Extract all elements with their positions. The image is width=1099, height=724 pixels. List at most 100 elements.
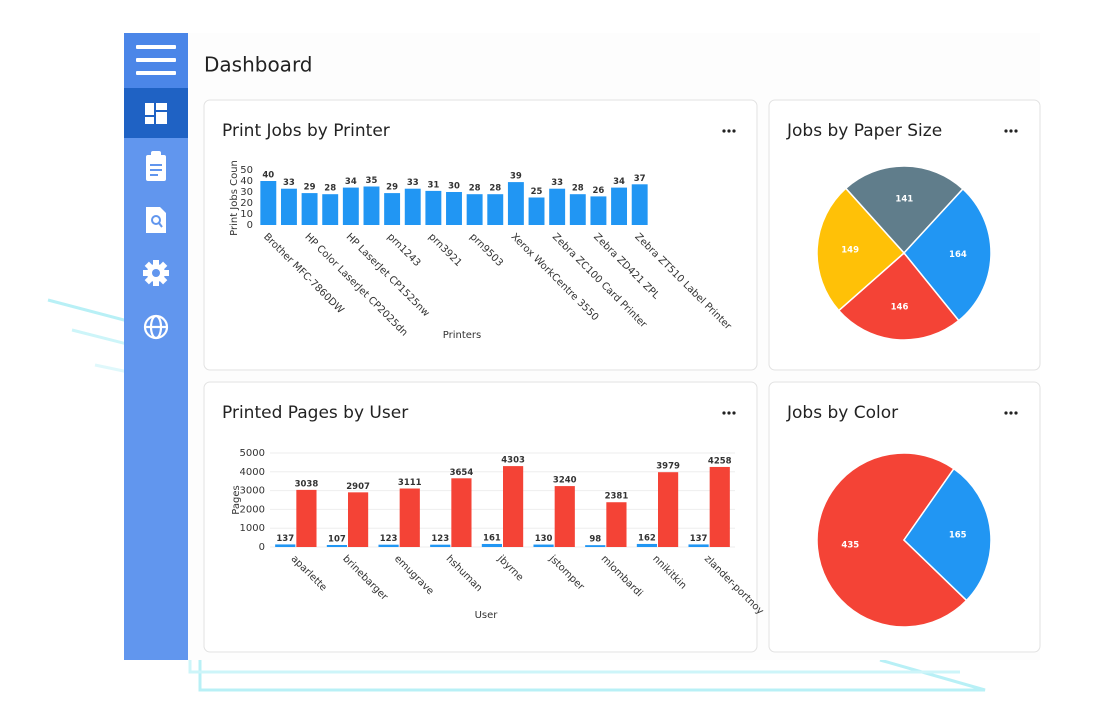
bar xyxy=(363,186,380,225)
value-label: 31 xyxy=(427,180,439,190)
value-label: 28 xyxy=(489,184,501,194)
value-label: 98 xyxy=(589,535,601,545)
menu-dot[interactable] xyxy=(1009,411,1013,415)
pie-slice xyxy=(816,452,968,628)
bar xyxy=(549,188,566,225)
bar xyxy=(611,187,628,225)
bar xyxy=(688,544,709,547)
card-title: Print Jobs by Printer xyxy=(222,121,390,141)
nav-dashboard[interactable] xyxy=(145,103,167,124)
nav-reports[interactable] xyxy=(146,151,166,181)
bar xyxy=(384,193,401,225)
nav-search[interactable] xyxy=(146,207,166,233)
bar xyxy=(631,184,648,225)
value-label: 37 xyxy=(634,174,646,184)
value-label: 34 xyxy=(613,177,625,187)
menu-dot[interactable] xyxy=(1004,129,1008,133)
bar xyxy=(487,194,504,225)
bar xyxy=(507,182,524,225)
value-label: 28 xyxy=(469,184,481,194)
bar xyxy=(348,492,369,547)
bar xyxy=(430,544,451,547)
bar xyxy=(533,544,554,547)
card-title: Printed Pages by User xyxy=(222,403,408,423)
card-title: Jobs by Paper Size xyxy=(786,121,942,141)
menu-dot[interactable] xyxy=(727,129,731,133)
bar xyxy=(296,489,317,547)
value-label: 4258 xyxy=(708,456,732,466)
value-label: 164 xyxy=(949,250,967,260)
bar xyxy=(554,486,575,547)
value-label: 26 xyxy=(592,186,604,196)
menu-dot[interactable] xyxy=(722,411,726,415)
value-label: 3979 xyxy=(656,462,680,472)
menu-dot[interactable] xyxy=(1014,129,1018,133)
page-title: Dashboard xyxy=(204,53,313,77)
value-label: 29 xyxy=(386,183,398,193)
y-tick-label: 30 xyxy=(240,187,253,198)
value-label: 165 xyxy=(949,530,967,540)
hamburger[interactable] xyxy=(136,45,176,75)
menu-dot[interactable] xyxy=(732,411,736,415)
y-tick-label: 10 xyxy=(240,209,253,220)
bar xyxy=(481,543,502,547)
bar xyxy=(585,545,606,547)
bar xyxy=(569,194,586,225)
value-label: 435 xyxy=(841,541,859,551)
value-label: 33 xyxy=(283,178,295,188)
value-label: 33 xyxy=(551,178,563,188)
bar xyxy=(636,543,657,547)
nav-globe[interactable] xyxy=(143,314,169,340)
y-tick-label: 4000 xyxy=(240,467,265,478)
value-label: 123 xyxy=(431,534,449,544)
card xyxy=(203,99,758,371)
value-label: 40 xyxy=(262,171,274,181)
value-label: 130 xyxy=(535,534,553,544)
menu-dot[interactable] xyxy=(732,129,736,133)
card-title: Jobs by Color xyxy=(786,403,898,423)
bar xyxy=(326,544,347,547)
bar xyxy=(446,192,462,225)
bar xyxy=(528,197,545,225)
menu-dot[interactable] xyxy=(1009,129,1013,133)
y-axis-label: Print Jobs Coun xyxy=(229,160,240,236)
value-label: 123 xyxy=(380,534,398,544)
value-label: 39 xyxy=(510,172,522,182)
value-label: 33 xyxy=(407,178,419,188)
y-tick-label: 20 xyxy=(240,198,253,209)
value-label: 3240 xyxy=(553,476,577,486)
bar xyxy=(404,188,421,225)
card xyxy=(203,381,758,653)
value-label: 3111 xyxy=(398,478,422,488)
value-label: 3654 xyxy=(450,468,474,478)
value-label: 25 xyxy=(531,187,543,197)
value-label: 141 xyxy=(895,195,913,205)
x-axis-label: User xyxy=(475,610,499,621)
value-label: 30 xyxy=(448,182,460,192)
y-tick-label: 40 xyxy=(240,176,253,187)
bar xyxy=(503,466,524,547)
menu-dot[interactable] xyxy=(1014,411,1018,415)
value-label: 34 xyxy=(345,177,357,187)
bar xyxy=(342,187,359,225)
value-label: 137 xyxy=(690,534,708,544)
pie-slice xyxy=(837,251,960,341)
nav-settings[interactable] xyxy=(143,260,169,286)
value-label: 162 xyxy=(638,533,656,543)
pie-slice xyxy=(844,165,964,255)
menu-dot[interactable] xyxy=(722,129,726,133)
y-tick-label: 3000 xyxy=(240,486,265,497)
y-tick-label: 5000 xyxy=(240,448,265,459)
value-label: 4303 xyxy=(501,456,525,466)
value-label: 137 xyxy=(276,534,294,544)
pie-slice xyxy=(903,187,992,322)
value-label: 146 xyxy=(891,302,909,312)
bar xyxy=(378,544,399,547)
value-label: 2381 xyxy=(605,492,629,502)
bar xyxy=(590,196,607,225)
bar xyxy=(451,478,472,547)
menu-dot[interactable] xyxy=(727,411,731,415)
y-axis-label: Pages xyxy=(231,485,242,514)
menu-dot[interactable] xyxy=(1004,411,1008,415)
